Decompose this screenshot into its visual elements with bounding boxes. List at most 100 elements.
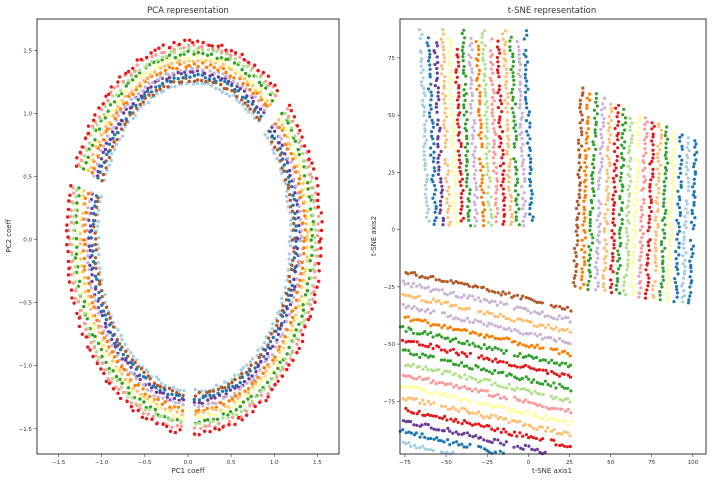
tsne-point bbox=[633, 223, 637, 227]
tsne-point bbox=[449, 291, 453, 295]
pca-point bbox=[270, 99, 275, 103]
pca-point bbox=[246, 83, 250, 87]
pca-point bbox=[149, 95, 153, 100]
tsne-point bbox=[488, 179, 492, 183]
pca-point bbox=[112, 140, 116, 144]
pca-point bbox=[142, 370, 146, 375]
tsne-point bbox=[600, 157, 604, 161]
pca-point bbox=[294, 306, 298, 310]
tsne-point bbox=[525, 79, 529, 83]
pca-point bbox=[246, 110, 251, 114]
tsne-point bbox=[586, 115, 590, 119]
tsne-point bbox=[683, 258, 687, 262]
pca-point bbox=[209, 84, 214, 88]
pca-point bbox=[116, 114, 120, 118]
tsne-point bbox=[620, 152, 624, 156]
tsne-point bbox=[465, 431, 470, 435]
pca-point bbox=[294, 228, 298, 233]
tsne-point bbox=[423, 286, 427, 290]
tsne-point bbox=[580, 274, 584, 278]
tsne-point bbox=[512, 157, 516, 161]
tsne-point bbox=[462, 397, 466, 401]
tsne-point bbox=[516, 317, 520, 321]
pca-point bbox=[230, 397, 235, 401]
pca-point bbox=[84, 327, 88, 332]
tsne-point bbox=[557, 374, 562, 378]
tsne-point bbox=[495, 404, 500, 409]
tsne-point bbox=[535, 403, 539, 407]
tsne-point bbox=[546, 314, 550, 318]
tsne-point bbox=[660, 285, 664, 289]
tsne-point bbox=[446, 395, 450, 399]
tsne-point bbox=[476, 365, 480, 369]
pca-point bbox=[199, 426, 203, 431]
pca-point bbox=[296, 131, 301, 136]
tsne-point bbox=[468, 442, 472, 446]
pca-point bbox=[137, 75, 141, 79]
pca-point bbox=[106, 377, 111, 381]
pca-point bbox=[131, 111, 135, 115]
tsne-point bbox=[442, 123, 446, 127]
pca-point bbox=[93, 274, 98, 278]
tsne-point bbox=[563, 430, 567, 434]
pca-point bbox=[288, 244, 293, 248]
tsne-point bbox=[554, 395, 558, 399]
pca-point bbox=[154, 385, 158, 390]
pca-point bbox=[187, 46, 191, 50]
tsne-point bbox=[454, 337, 458, 341]
pca-point bbox=[292, 295, 296, 300]
pca-point bbox=[115, 130, 120, 135]
tsne-point bbox=[491, 62, 495, 67]
tsne-point bbox=[463, 82, 468, 86]
pca-point bbox=[241, 81, 245, 86]
tsne-point bbox=[473, 145, 478, 149]
tsne-point bbox=[636, 160, 640, 164]
pca-point bbox=[96, 154, 100, 158]
tsne-point bbox=[435, 55, 439, 59]
pca-point bbox=[69, 260, 74, 264]
pca-point bbox=[165, 77, 169, 82]
tsne-point bbox=[412, 397, 416, 402]
tsne-point bbox=[432, 437, 436, 441]
pca-point bbox=[177, 42, 182, 47]
tsne-point bbox=[449, 279, 453, 283]
tsne-point bbox=[576, 239, 580, 243]
tsne-point bbox=[529, 168, 533, 172]
tsne-point bbox=[426, 44, 430, 48]
tsne-point bbox=[418, 49, 423, 53]
pca-point bbox=[286, 268, 291, 272]
tsne-point bbox=[435, 390, 439, 394]
pca-point bbox=[86, 155, 90, 159]
tsne-point bbox=[524, 118, 529, 123]
tsne-point bbox=[642, 201, 646, 205]
pca-point bbox=[139, 57, 143, 62]
tsne-point bbox=[499, 164, 503, 168]
pca-point bbox=[108, 137, 112, 142]
tsne-point bbox=[516, 72, 521, 76]
tsne-point bbox=[684, 199, 688, 203]
tsne-point bbox=[422, 153, 426, 157]
tsne-point bbox=[460, 204, 464, 208]
tsne-point bbox=[463, 407, 467, 411]
pca-point bbox=[153, 70, 157, 74]
pca-point bbox=[234, 69, 239, 73]
tsne-point bbox=[654, 257, 658, 261]
pca-point bbox=[297, 346, 301, 351]
tsne-point bbox=[651, 132, 655, 136]
pca-point bbox=[298, 217, 302, 222]
tsne-point bbox=[580, 267, 584, 271]
pca-point bbox=[124, 101, 129, 105]
pca-point bbox=[310, 253, 314, 258]
tsne-point bbox=[585, 103, 589, 107]
tsne-point bbox=[688, 285, 692, 289]
tsne-point bbox=[517, 53, 521, 57]
pca-point bbox=[181, 393, 185, 398]
tsne-point bbox=[687, 298, 691, 302]
tsne-point bbox=[507, 188, 511, 192]
tsne-point bbox=[494, 215, 498, 219]
pca-point bbox=[293, 211, 297, 216]
tsne-point bbox=[474, 181, 478, 185]
pca-point bbox=[100, 295, 104, 299]
tsne-point bbox=[463, 373, 467, 377]
pca-point bbox=[85, 148, 89, 153]
